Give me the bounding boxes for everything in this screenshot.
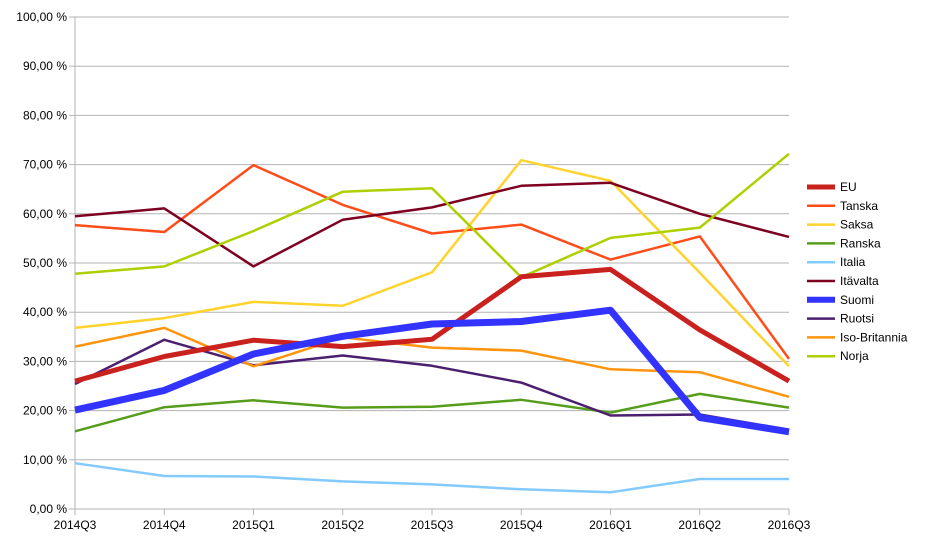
legend-label: Ruotsi (840, 312, 874, 326)
legend-label: Saksa (840, 218, 874, 232)
series-line-eu (74, 266, 791, 384)
y-tick-label: 10,00 % (23, 453, 67, 467)
y-tick-label: 20,00 % (23, 404, 67, 418)
x-tick-label: 2014Q4 (143, 518, 186, 532)
y-tick-labels: 0,00 % 10,00 % 20,00 % 30,00 % 40,00 % 50,00 … (16, 10, 67, 516)
y-tick-label: 40,00 % (23, 305, 67, 319)
series-line-norja (74, 152, 790, 279)
x-tick-label: 2015Q3 (411, 518, 454, 532)
legend-label: EU (840, 180, 857, 194)
y-tick-label: 60,00 % (23, 207, 67, 221)
gridlines (75, 16, 789, 510)
series-line-tanska (74, 163, 791, 360)
legend: EU Tanska Saksa Ranska Italia Itävalta Suomi Ru… (807, 180, 908, 363)
y-tick-label: 30,00 % (23, 354, 67, 368)
series-lines (74, 152, 791, 494)
y-tick-label: 70,00 % (23, 158, 67, 172)
x-tick-label: 2015Q1 (232, 518, 275, 532)
series-line-it-valta (74, 181, 790, 268)
legend-label: Ranska (840, 236, 881, 250)
y-tick-label: 100,00 % (16, 10, 67, 24)
x-tick-label: 2016Q2 (678, 518, 721, 532)
axes (69, 16, 790, 515)
series-line-saksa (74, 158, 790, 368)
y-tick-label: 0,00 % (30, 502, 68, 516)
series-line-ruotsi (74, 338, 790, 432)
x-tick-label: 2015Q4 (500, 518, 543, 532)
legend-label: Suomi (840, 293, 874, 307)
x-tick-label: 2015Q2 (321, 518, 364, 532)
series-line-iso-britannia (74, 326, 790, 399)
series-line-italia (74, 461, 789, 494)
x-tick-label: 2014Q3 (54, 518, 97, 532)
x-tick-label: 2016Q3 (768, 518, 811, 532)
y-tick-label: 50,00 % (23, 256, 67, 270)
y-tick-label: 80,00 % (23, 108, 67, 122)
legend-label: Italia (840, 255, 866, 269)
x-tick-label: 2016Q1 (589, 518, 632, 532)
x-tick-labels: 2014Q3 2014Q4 2015Q1 2015Q2 2015Q3 2015Q4 2016… (54, 518, 811, 532)
legend-label: Tanska (840, 199, 878, 213)
legend-label: Norja (840, 349, 869, 363)
legend-label: Itävalta (840, 274, 879, 288)
legend-label: Iso-Britannia (840, 330, 908, 344)
y-tick-label: 90,00 % (23, 59, 67, 73)
series-line-suomi (74, 306, 790, 436)
series-line-ranska (74, 392, 790, 433)
